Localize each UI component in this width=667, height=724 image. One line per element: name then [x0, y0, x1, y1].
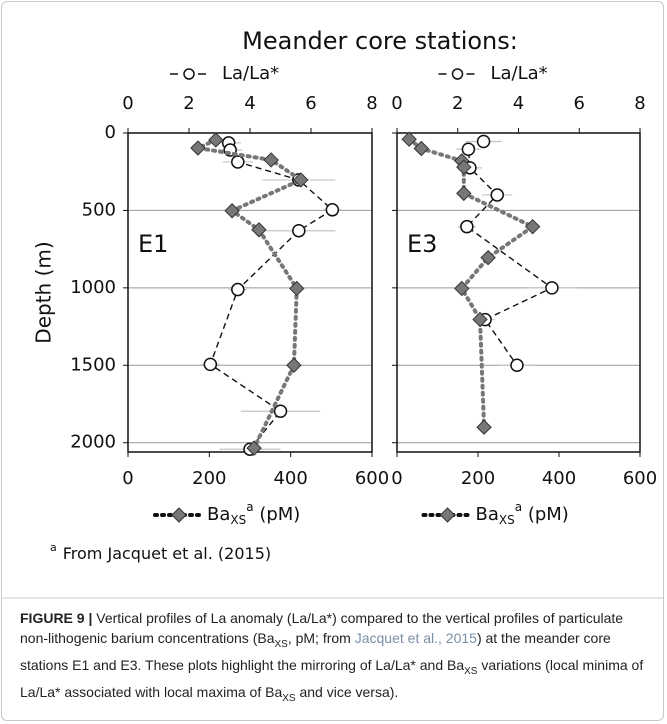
ba-point	[246, 440, 262, 456]
x2-tick-label: 200	[192, 468, 226, 489]
caption-normal: Vertical profiles of La anomaly (La/La*)…	[20, 610, 624, 646]
plot-frame	[127, 132, 373, 453]
plot-frame	[396, 132, 641, 453]
y-tick-label: 500	[82, 199, 116, 220]
ba-point	[208, 132, 224, 148]
legend-label: La/La*	[222, 63, 279, 84]
x-tick-label: 6	[574, 93, 585, 114]
ba-point	[401, 131, 417, 147]
legend-label: BaXSa (pM)	[207, 500, 300, 527]
caption-sub: XS	[274, 638, 288, 650]
y-tick-label: 1000	[70, 277, 116, 298]
x-tick-label: 0	[122, 93, 133, 114]
la-point	[461, 142, 476, 157]
x-tick-label: 8	[366, 93, 377, 114]
chart: Meander core stations: a From Jacquet et …	[2, 27, 664, 599]
caption-label: FIGURE 9 |	[20, 610, 93, 626]
y-axis-label: Depth (m)	[32, 241, 56, 343]
footnote-text: From Jacquet et al. (2015)	[63, 544, 271, 563]
legend-unit: (pM)	[254, 504, 301, 525]
la-point	[231, 155, 245, 169]
x-tick-label: 8	[634, 93, 645, 114]
x-tick-label: 4	[513, 93, 524, 114]
ba-line	[191, 137, 305, 451]
la-point	[325, 203, 340, 217]
caption-normal: , pM; from	[287, 630, 355, 646]
legend-marker	[451, 68, 464, 80]
ba-point	[289, 280, 305, 297]
ba-point	[476, 419, 492, 435]
caption-link: Jacquet et al., 2015	[354, 630, 477, 646]
ba-point	[190, 140, 206, 156]
la-point	[510, 358, 524, 373]
la-line	[209, 142, 334, 450]
la-point	[231, 282, 245, 297]
caption-sub: XS	[464, 665, 478, 677]
caption-sub: XS	[282, 692, 296, 704]
la-point	[490, 188, 504, 202]
la-point	[273, 404, 288, 419]
x2-tick-label: 400	[542, 468, 576, 489]
x-tick-label: 4	[244, 93, 255, 114]
ba-point	[472, 311, 488, 328]
footnote-sup: a	[50, 541, 57, 554]
x2-tick-label: 200	[461, 468, 495, 489]
ba-point	[480, 249, 496, 266]
legend-marker	[171, 507, 187, 523]
ba-point	[263, 152, 279, 168]
ba-point	[224, 203, 240, 219]
caption-normal: ) at the meander core stations E1 and E3…	[20, 630, 611, 673]
ba-line	[407, 137, 537, 430]
ba-point	[456, 185, 472, 202]
panel-label: E3	[407, 230, 437, 258]
ba-point	[286, 357, 302, 373]
legend-sup: a	[515, 500, 522, 514]
caption-normal: variations (local minima of La/La* assoc…	[20, 656, 644, 700]
legend-sub: XS	[499, 513, 515, 527]
ba-point	[456, 159, 472, 175]
figure-title: Meander core stations:	[242, 27, 518, 55]
ba-point	[293, 172, 309, 188]
legend-name: Ba	[207, 504, 230, 525]
y-tick-label: 1500	[70, 354, 116, 375]
x2-tick-label: 0	[122, 468, 133, 489]
x2-tick-label: 600	[623, 468, 657, 489]
la-point	[476, 134, 491, 149]
legend-label: La/La*	[491, 63, 548, 84]
la-point	[203, 357, 218, 372]
x2-tick-label: 0	[391, 468, 402, 489]
caption: FIGURE 9 | Vertical profiles of La anoma…	[20, 608, 648, 708]
ba-point	[413, 140, 430, 157]
la-point	[292, 223, 306, 238]
la-point	[545, 281, 559, 295]
caption-normal: and vice versa).	[295, 683, 399, 700]
ba-point	[454, 280, 470, 297]
legend-sup: a	[246, 500, 253, 514]
y-tick-label: 0	[105, 122, 116, 143]
legend-label: BaXSa (pM)	[476, 500, 569, 527]
footnote: a From Jacquet et al. (2015)	[50, 541, 271, 563]
legend-unit: (pM)	[522, 504, 569, 525]
x2-tick-label: 400	[273, 468, 307, 489]
legend-name: Ba	[476, 504, 499, 525]
y-tick-label: 2000	[70, 432, 116, 453]
la-point	[460, 219, 474, 234]
x-tick-label: 2	[452, 93, 463, 114]
ba-point	[251, 222, 267, 238]
x-tick-label: 6	[305, 93, 316, 114]
x-tick-label: 2	[183, 93, 194, 114]
legend-marker	[183, 68, 195, 80]
legend-marker	[439, 507, 456, 523]
legend-sub: XS	[230, 513, 246, 527]
ba-point	[524, 218, 541, 235]
x2-tick-label: 600	[355, 468, 389, 489]
panel-label: E1	[138, 230, 168, 258]
x-tick-label: 0	[391, 93, 402, 114]
